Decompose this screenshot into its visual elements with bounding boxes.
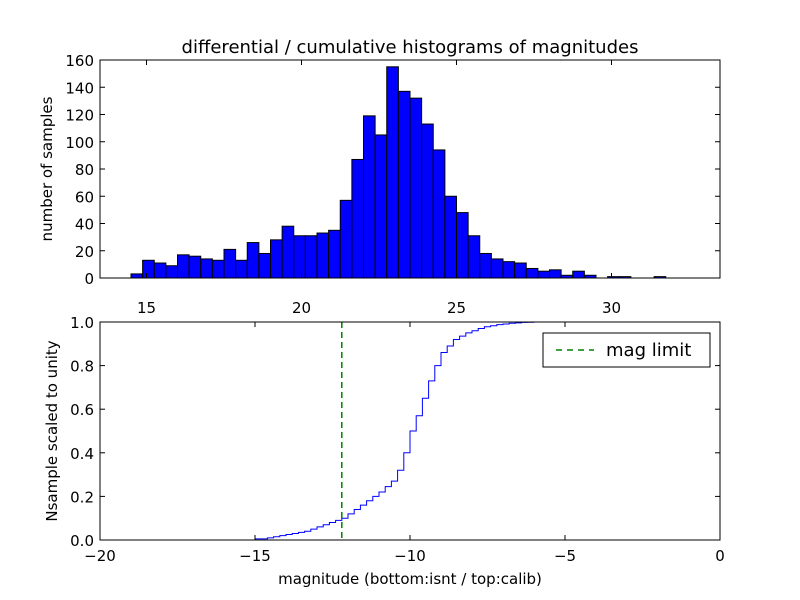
cumulative-y-tick-label: 0.4 (70, 445, 94, 463)
legend-label: mag limit (606, 340, 691, 361)
cumulative-x-tick-label: −10 (394, 547, 426, 565)
histogram-bar (165, 265, 178, 279)
histogram-bar (479, 252, 492, 279)
cumulative-y-tick-label: 0.2 (70, 488, 94, 506)
histogram-bar (258, 252, 271, 279)
histogram-bar (328, 229, 341, 279)
histogram-y-ticks: 0 20 40 60 80 100 120 140 160 (65, 52, 720, 288)
histogram-bar (153, 262, 167, 279)
histogram-title: differential / cumulative histograms of … (182, 37, 639, 58)
histogram-bars (130, 66, 667, 279)
histogram-x-tick-label: 15 (137, 299, 156, 317)
histogram-y-tick-label: 140 (65, 79, 94, 97)
histogram-bar (339, 199, 353, 279)
cumulative-x-tick-label: −5 (554, 547, 576, 565)
histogram-x-tick-label: 30 (602, 299, 621, 317)
histogram-bar (281, 225, 295, 279)
histogram-bar (432, 149, 446, 279)
cumulative-x-ticks: −20 −15 −10 −5 0 (84, 322, 725, 565)
histogram-x-tick-label: 25 (447, 299, 466, 317)
histogram-bar (397, 90, 411, 279)
histogram-bar (246, 242, 260, 279)
histogram-bar (293, 235, 306, 279)
histogram-bar (223, 248, 237, 279)
cumulative-x-tick-label: −15 (239, 547, 271, 565)
histogram-bar (351, 158, 364, 279)
histogram-bar (549, 269, 562, 279)
cumulative-y-tick-label: 0.8 (70, 358, 94, 376)
histogram-bar (235, 259, 248, 279)
histogram-bar (374, 134, 388, 279)
cumulative-y-tick-label: 0.0 (70, 532, 94, 550)
histogram-bar (363, 115, 376, 279)
histogram-bar (572, 270, 585, 279)
cumulative-step-line (100, 321, 721, 541)
histogram-bar (188, 255, 202, 279)
histogram-bar (304, 235, 318, 279)
histogram-chart: differential / cumulative histograms of … (38, 37, 721, 317)
histogram-x-tick-label: 20 (292, 299, 311, 317)
histogram-x-ticks: 15 20 25 30 (137, 60, 621, 317)
histogram-bar (502, 261, 516, 279)
histogram-bar (525, 267, 539, 279)
histogram-y-tick-label: 40 (75, 216, 94, 234)
histogram-y-tick-label: 120 (65, 107, 94, 125)
histogram-y-tick-label: 80 (75, 161, 94, 179)
histogram-bar (456, 212, 469, 279)
cumulative-y-tick-label: 1.0 (70, 314, 94, 332)
histogram-bar (421, 123, 434, 279)
cumulative-x-tick-label: 0 (715, 547, 725, 565)
histogram-bar (514, 262, 527, 279)
histogram-y-tick-label: 100 (65, 134, 94, 152)
cumulative-chart: 0.0 0.2 0.4 0.6 0.8 1.0 −20 −15 −10 −5 0 magnitud… (43, 314, 725, 588)
histogram-y-tick-label: 0 (84, 270, 94, 288)
cumulative-y-ticks: 0.0 0.2 0.4 0.6 0.8 1.0 (70, 314, 720, 550)
histogram-bar (490, 258, 504, 279)
histogram-bar (130, 273, 144, 279)
histogram-bar (200, 258, 213, 279)
histogram-y-label: number of samples (38, 96, 56, 241)
histogram-bar (409, 97, 423, 279)
histogram-bar (444, 195, 457, 279)
histogram-bar (211, 259, 225, 279)
histogram-bar (142, 259, 155, 279)
histogram-bar (270, 239, 283, 279)
cumulative-x-label: magnitude (bottom:isnt / top:calib) (278, 570, 542, 588)
legend: mag limit (542, 332, 711, 368)
histogram-bar (467, 235, 481, 279)
cumulative-y-tick-label: 0.6 (70, 401, 94, 419)
histogram-bar (386, 66, 399, 279)
histogram-y-tick-label: 60 (75, 188, 94, 206)
histogram-bar (537, 270, 550, 279)
cumulative-x-tick-label: −20 (84, 547, 116, 565)
cumulative-y-label: Nsample scaled to unity (43, 340, 61, 521)
histogram-y-tick-label: 160 (65, 52, 94, 70)
histogram-bar (316, 232, 330, 279)
histogram-y-tick-label: 20 (75, 243, 94, 261)
histogram-bar (177, 254, 190, 279)
